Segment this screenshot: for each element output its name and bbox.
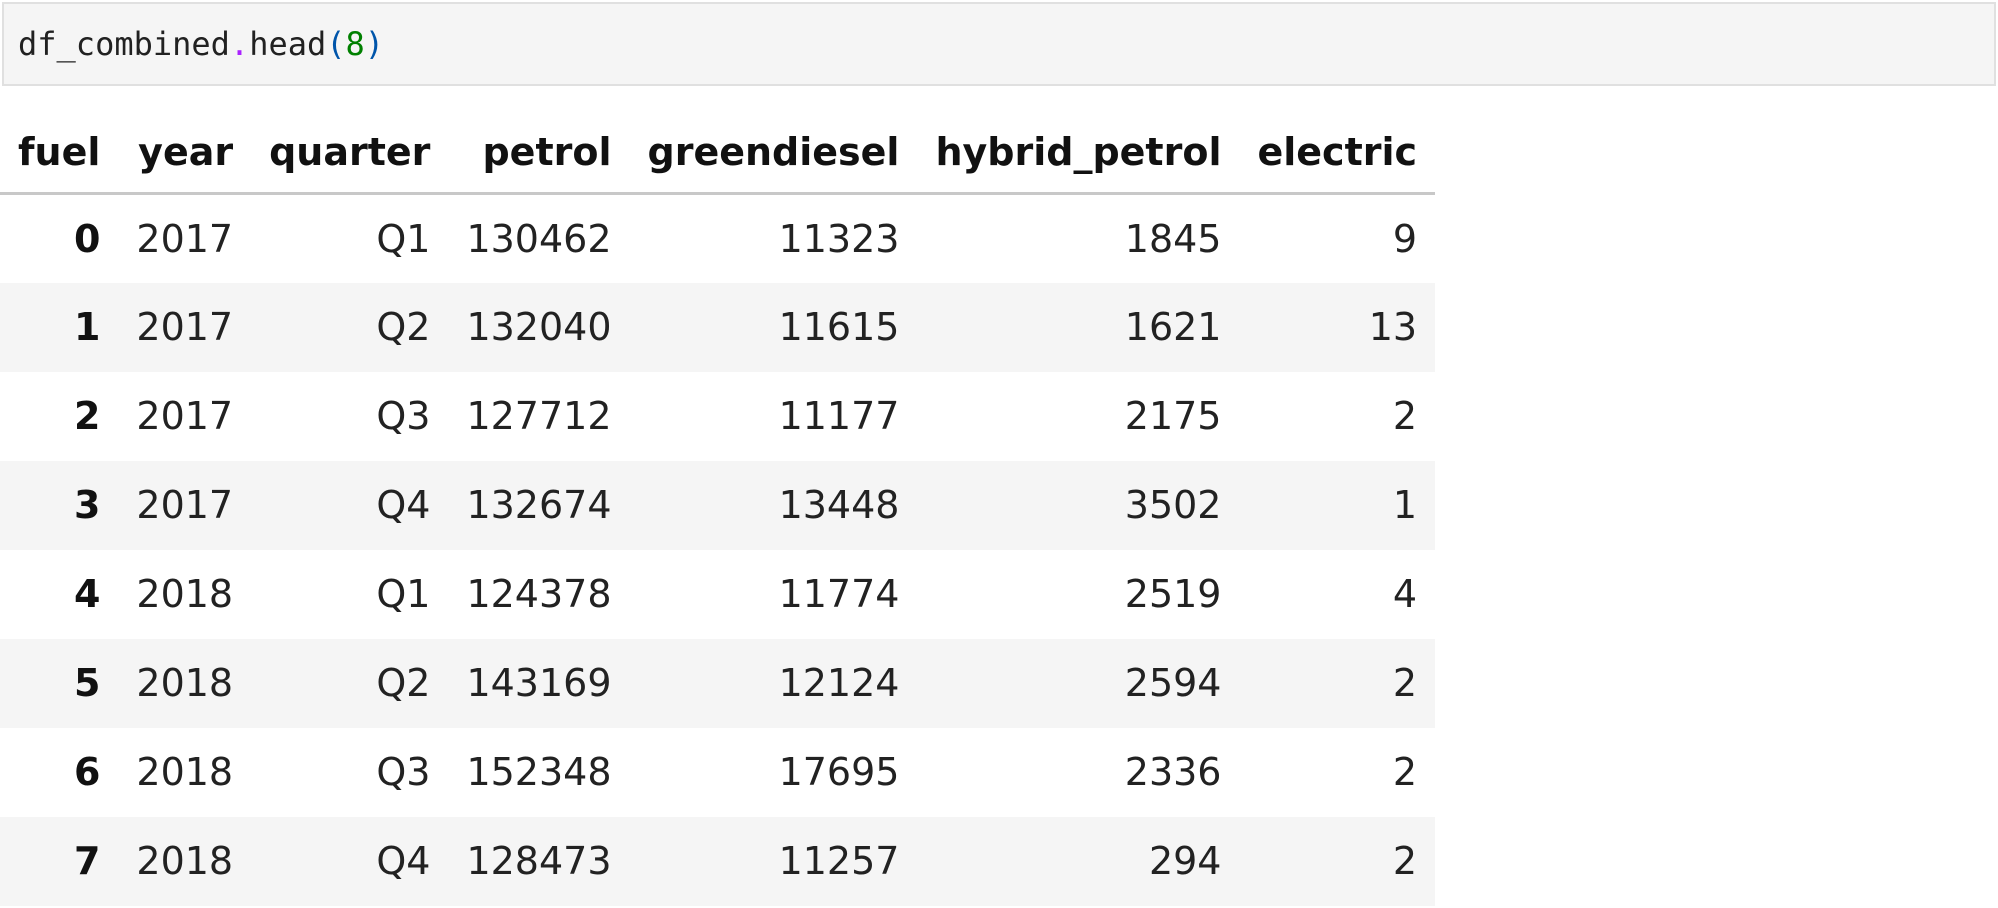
cell-greendiesel: 11257 bbox=[778, 839, 900, 883]
cell-quarter: Q2 bbox=[376, 305, 431, 349]
cell-quarter: Q3 bbox=[376, 394, 431, 438]
cell-electric: 2 bbox=[1392, 839, 1418, 883]
table-row: 3 2017 Q4 132674 13448 3502 1 bbox=[0, 460, 1436, 550]
column-header-quarter: quarter bbox=[251, 112, 449, 195]
cell-electric: 9 bbox=[1392, 216, 1418, 261]
cell-hybrid-petrol: 1845 bbox=[1124, 216, 1222, 261]
table-row: 4 2018 Q1 124378 11774 2519 4 bbox=[0, 550, 1435, 639]
cell-greendiesel: 11615 bbox=[778, 305, 900, 349]
cell-year: 2018 bbox=[136, 572, 234, 616]
cell-greendiesel: 11323 bbox=[778, 216, 900, 261]
cell-quarter: Q1 bbox=[376, 572, 431, 616]
row-index: 4 bbox=[73, 572, 101, 616]
code-dot-operator: . bbox=[229, 25, 250, 63]
cell-year: 2017 bbox=[136, 216, 234, 261]
cell-hybrid-petrol: 2594 bbox=[1124, 661, 1222, 705]
code-argument: 8 bbox=[345, 25, 365, 63]
cell-year: 2017 bbox=[136, 305, 234, 349]
cell-year: 2017 bbox=[136, 483, 234, 527]
cell-year: 2018 bbox=[136, 839, 234, 883]
code-cell-input[interactable]: df_combined. head(8) bbox=[2, 2, 1996, 86]
cell-petrol: 128473 bbox=[466, 839, 612, 883]
code-method: head bbox=[249, 25, 327, 63]
row-index: 6 bbox=[73, 750, 101, 794]
row-index: 2 bbox=[73, 394, 101, 438]
table-row: 5 2018 Q2 143169 12124 2594 2 bbox=[0, 638, 1436, 728]
table-row: 7 2018 Q4 128473 11257 294 2 bbox=[0, 816, 1436, 906]
cell-year: 2018 bbox=[136, 750, 234, 794]
cell-electric: 2 bbox=[1392, 661, 1418, 705]
cell-hybrid-petrol: 1621 bbox=[1124, 305, 1222, 349]
cell-quarter: Q4 bbox=[376, 483, 431, 527]
row-index: 1 bbox=[73, 305, 101, 349]
cell-electric: 2 bbox=[1392, 750, 1418, 794]
table-row: 1 2017 Q2 132040 11615 1621 13 bbox=[0, 282, 1436, 372]
cell-quarter: Q4 bbox=[376, 839, 431, 883]
cell-quarter: Q3 bbox=[376, 750, 431, 794]
column-header-fuel: fuel bbox=[0, 112, 119, 195]
cell-year: 2017 bbox=[136, 394, 234, 438]
cell-petrol: 124378 bbox=[466, 572, 612, 616]
column-header-hybrid-petrol: hybrid_petrol bbox=[917, 112, 1240, 195]
column-header-petrol: petrol bbox=[448, 112, 630, 195]
column-header-year: year bbox=[118, 112, 252, 195]
cell-greendiesel: 12124 bbox=[778, 661, 900, 705]
column-header-greendiesel: greendiesel bbox=[629, 112, 918, 195]
cell-electric: 13 bbox=[1368, 305, 1418, 349]
cell-petrol: 127712 bbox=[466, 394, 612, 438]
row-index: 5 bbox=[73, 661, 101, 705]
code-open-paren: ( bbox=[326, 25, 346, 63]
cell-petrol: 132040 bbox=[466, 305, 612, 349]
cell-greendiesel: 11774 bbox=[778, 572, 900, 616]
cell-hybrid-petrol: 294 bbox=[1148, 839, 1222, 883]
code-close-paren: ) bbox=[364, 25, 385, 63]
table-header-row: fuel year quarter petrol greendiesel hyb… bbox=[0, 112, 1436, 195]
cell-hybrid-petrol: 2175 bbox=[1124, 394, 1222, 438]
cell-electric: 4 bbox=[1392, 572, 1418, 616]
cell-greendiesel: 17695 bbox=[778, 750, 900, 794]
cell-electric: 2 bbox=[1392, 394, 1418, 438]
code-variable: df_combined bbox=[18, 25, 230, 63]
cell-greendiesel: 13448 bbox=[778, 483, 900, 527]
table-row: 6 2018 Q3 152348 17695 2336 2 bbox=[0, 728, 1435, 817]
table-row: 0 2017 Q1 130462 11323 1845 9 bbox=[0, 194, 1435, 283]
cell-quarter: Q2 bbox=[376, 661, 431, 705]
table-row: 2 2017 Q3 127712 11177 2175 2 bbox=[0, 372, 1435, 461]
cell-quarter: Q1 bbox=[376, 216, 431, 261]
cell-petrol: 130462 bbox=[466, 216, 612, 261]
cell-petrol: 132674 bbox=[466, 483, 612, 527]
cell-petrol: 152348 bbox=[466, 750, 612, 794]
column-header-electric: electric bbox=[1239, 112, 1436, 195]
cell-greendiesel: 11177 bbox=[778, 394, 900, 438]
cell-year: 2018 bbox=[136, 661, 234, 705]
cell-petrol: 143169 bbox=[466, 661, 612, 705]
row-index: 7 bbox=[73, 839, 101, 883]
row-index: 3 bbox=[73, 483, 101, 527]
dataframe-output-table: fuel year quarter petrol greendiesel hyb… bbox=[0, 112, 1436, 906]
cell-hybrid-petrol: 2336 bbox=[1124, 750, 1222, 794]
row-index: 0 bbox=[73, 216, 101, 261]
cell-electric: 1 bbox=[1392, 483, 1418, 527]
cell-hybrid-petrol: 2519 bbox=[1124, 572, 1222, 616]
cell-hybrid-petrol: 3502 bbox=[1124, 483, 1222, 527]
